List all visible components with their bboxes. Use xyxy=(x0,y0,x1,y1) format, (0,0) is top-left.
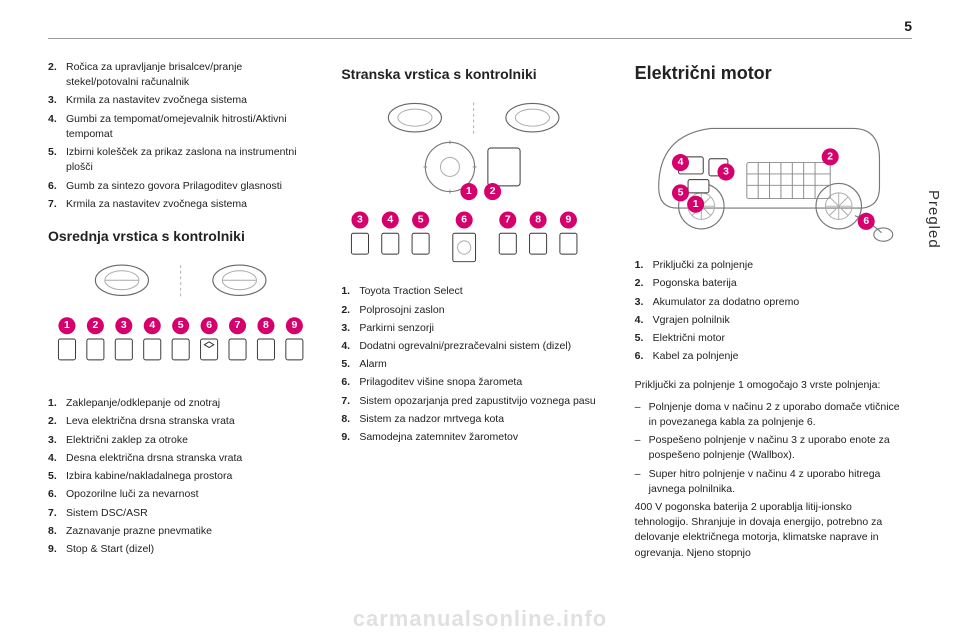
list-item: 4.Desna električna drsna stranska vrata xyxy=(48,451,313,466)
list-item: 2.Leva električna drsna stranska vrata xyxy=(48,414,313,429)
list-num: 6. xyxy=(48,179,66,194)
col1-diagram: 1 2 3 4 5 xyxy=(48,256,313,386)
list-item: 2.Polprosojni zaslon xyxy=(341,303,606,318)
svg-text:3: 3 xyxy=(357,215,363,226)
list-item: 3.Električni zaklep za otroke xyxy=(48,433,313,448)
svg-text:3: 3 xyxy=(723,167,729,178)
svg-text:9: 9 xyxy=(566,215,572,226)
list-item: 9.Stop & Start (dizel) xyxy=(48,542,313,557)
list-item: 5.Električni motor xyxy=(635,331,900,346)
svg-text:2: 2 xyxy=(92,321,98,332)
list-item: 5.Izbirni kolešček za prikaz zaslona na … xyxy=(48,145,313,175)
svg-text:5: 5 xyxy=(178,321,184,332)
list-text: Krmila za nastavitev zvočnega sistema xyxy=(66,197,313,212)
svg-text:6: 6 xyxy=(863,216,869,227)
list-item: 6.Kabel za polnjenje xyxy=(635,349,900,364)
svg-text:2: 2 xyxy=(827,151,833,162)
list-item: 1.Priključki za polnjenje xyxy=(635,258,900,273)
col3-diagram: 4 3 2 1 5 6 xyxy=(635,98,900,248)
steering-right-icon xyxy=(213,265,266,295)
list-item: 6.Opozorilne luči za nevarnost xyxy=(48,487,313,502)
list-item: 3.Parkirni senzorji xyxy=(341,321,606,336)
svg-text:5: 5 xyxy=(677,187,683,198)
list-item: 5.Alarm xyxy=(341,357,606,372)
svg-text:4: 4 xyxy=(388,215,394,226)
svg-text:3: 3 xyxy=(121,321,127,332)
list-item: 3.Akumulator za dodatno opremo xyxy=(635,295,900,310)
col1-top-list: 2.Ročica za upravljanje brisalcev/pranje… xyxy=(48,60,313,212)
svg-text:8: 8 xyxy=(536,215,542,226)
col3-dash-list: Polnjenje doma v načinu 2 z uporabo doma… xyxy=(635,400,900,497)
svg-text:6: 6 xyxy=(206,321,212,332)
list-text: Gumb za sintezo govora Prilagoditev glas… xyxy=(66,179,313,194)
col1-bottom-list: 1.Zaklepanje/odklepanje od znotraj 2.Lev… xyxy=(48,396,313,557)
col2-list: 1.Toyota Traction Select 2.Polprosojni z… xyxy=(341,284,606,445)
list-item: 6.Gumb za sintezo govora Prilagoditev gl… xyxy=(48,179,313,194)
list-item: 4.Gumbi za tempomat/omejevalnik hitrosti… xyxy=(48,112,313,142)
col3-list: 1.Priključki za polnjenje 2.Pogonska bat… xyxy=(635,258,900,364)
list-item: 6.Prilagoditev višine snopa žarometa xyxy=(341,375,606,390)
list-text: Ročica za upravljanje brisalcev/pranje s… xyxy=(66,60,313,90)
list-item: 9.Samodejna zatemnitev žarometov xyxy=(341,430,606,445)
badge-row: 1 2 3 4 5 xyxy=(58,317,302,360)
svg-text:9: 9 xyxy=(291,321,297,332)
svg-text:6: 6 xyxy=(462,215,468,226)
list-num: 4. xyxy=(48,112,66,142)
svg-text:1: 1 xyxy=(64,321,70,332)
svg-text:1: 1 xyxy=(466,186,472,197)
col3-heading: Električni motor xyxy=(635,60,900,86)
list-item: 7.Sistem DSC/ASR xyxy=(48,506,313,521)
list-item: 1.Zaklepanje/odklepanje od znotraj xyxy=(48,396,313,411)
svg-text:2: 2 xyxy=(490,186,496,197)
list-item: 5.Izbira kabine/nakladalnega prostora xyxy=(48,469,313,484)
col3-intro: Priključki za polnjenje 1 omogočajo 3 vr… xyxy=(635,378,900,393)
list-item: 4.Dodatni ogrevalni/prezračevalni sistem… xyxy=(341,339,606,354)
col1-heading: Osrednja vrstica s kontrolniki xyxy=(48,226,313,246)
list-text: Krmila za nastavitev zvočnega sistema xyxy=(66,93,313,108)
svg-text:7: 7 xyxy=(505,215,511,226)
page-rule xyxy=(48,38,912,39)
list-item: 4.Vgrajen polnilnik xyxy=(635,313,900,328)
col2-diagram: 1 2 3 4 5 6 xyxy=(341,94,606,274)
svg-text:1: 1 xyxy=(692,199,698,210)
list-text: Gumbi za tempomat/omejevalnik hitrosti/A… xyxy=(66,112,313,142)
list-item: 7.Krmila za nastavitev zvočnega sistema xyxy=(48,197,313,212)
list-item: 2.Pogonska baterija xyxy=(635,276,900,291)
list-num: 3. xyxy=(48,93,66,108)
list-item: 2.Ročica za upravljanje brisalcev/pranje… xyxy=(48,60,313,90)
column-3: Električni motor xyxy=(635,60,900,620)
svg-text:8: 8 xyxy=(263,321,269,332)
list-item: 3.Krmila za nastavitev zvočnega sistema xyxy=(48,93,313,108)
list-num: 2. xyxy=(48,60,66,90)
list-item: 8.Sistem za nadzor mrtvega kota xyxy=(341,412,606,427)
list-num: 7. xyxy=(48,197,66,212)
list-text: Izbirni kolešček za prikaz zaslona na in… xyxy=(66,145,313,175)
svg-text:7: 7 xyxy=(235,321,241,332)
column-2: Stranska vrstica s kontrolniki xyxy=(341,60,606,620)
svg-text:4: 4 xyxy=(677,157,683,168)
col3-tail: 400 V pogonska baterija 2 uporablja liti… xyxy=(635,500,900,561)
list-item: Polnjenje doma v načinu 2 z uporabo doma… xyxy=(635,400,900,430)
list-item: 7.Sistem opozarjanja pred zapustitvijo v… xyxy=(341,394,606,409)
list-item: Super hitro polnjenje v načinu 4 z upora… xyxy=(635,467,900,497)
list-item: 8.Zaznavanje prazne pnevmatike xyxy=(48,524,313,539)
side-tab-label: Pregled xyxy=(925,190,942,249)
col2-heading: Stranska vrstica s kontrolniki xyxy=(341,64,606,84)
page-number: 5 xyxy=(904,18,912,34)
steering-left-icon xyxy=(95,265,148,295)
svg-text:5: 5 xyxy=(418,215,424,226)
column-1: 2.Ročica za upravljanje brisalcev/pranje… xyxy=(48,60,313,620)
list-item: Pospešeno polnjenje v načinu 3 z uporabo… xyxy=(635,433,900,463)
list-item: 1.Toyota Traction Select xyxy=(341,284,606,299)
svg-text:4: 4 xyxy=(149,321,155,332)
columns: 2.Ročica za upravljanje brisalcev/pranje… xyxy=(48,60,900,620)
list-num: 5. xyxy=(48,145,66,175)
